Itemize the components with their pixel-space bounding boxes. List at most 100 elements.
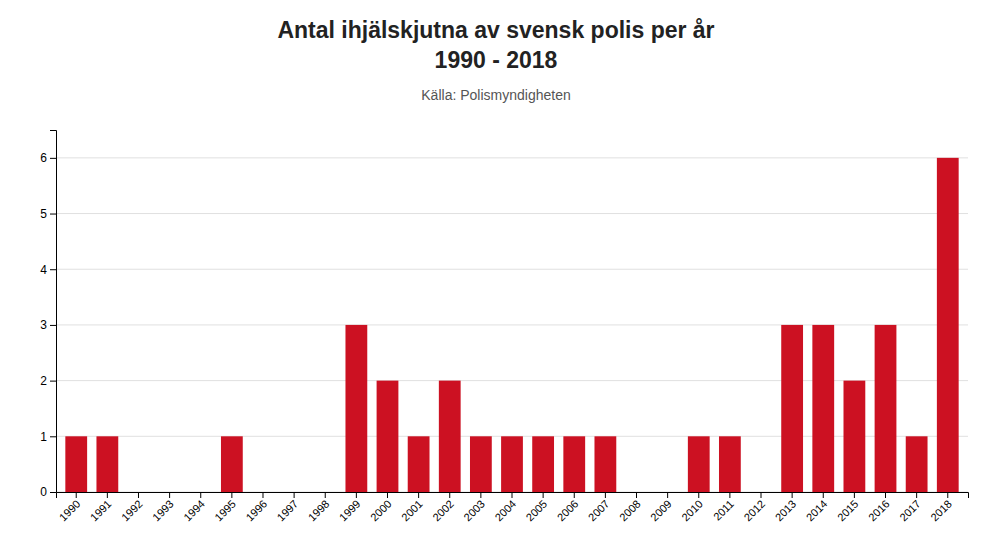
tick-label: 2007 — [586, 498, 612, 524]
tick-mark — [356, 492, 357, 498]
tick-label: 2002 — [430, 498, 456, 524]
tick: 2005 — [524, 492, 550, 523]
tick-mark — [50, 214, 56, 215]
tick-label: 2000 — [368, 498, 394, 524]
tick-mark — [231, 492, 232, 498]
bar — [532, 436, 554, 492]
tick: 2013 — [773, 492, 799, 523]
subtitle: Källa: Polismyndigheten — [421, 87, 570, 103]
y-axis: 0123456 — [40, 131, 56, 500]
tick-mark — [262, 492, 263, 498]
tick: 5 — [40, 207, 56, 221]
tick-mark — [50, 436, 56, 437]
tick: 1993 — [150, 492, 176, 523]
tick: 2002 — [430, 492, 456, 523]
tick: 1996 — [243, 492, 269, 523]
tick: 1992 — [119, 492, 145, 523]
bar — [377, 381, 399, 492]
tick-mark — [947, 492, 948, 498]
tick-label: 2012 — [741, 498, 767, 524]
tick: 2004 — [492, 492, 518, 523]
tick-label: 1991 — [88, 498, 114, 524]
tick-mark — [605, 492, 606, 498]
tick-label: 2010 — [679, 498, 705, 524]
tick-label: 2008 — [617, 498, 643, 524]
tick: 1990 — [57, 492, 83, 523]
tick: 2001 — [399, 492, 425, 523]
tick-label: 3 — [40, 318, 47, 332]
tick-label: 2017 — [897, 498, 923, 524]
bar — [501, 436, 523, 492]
bar — [875, 325, 897, 492]
tick: 2009 — [648, 492, 674, 523]
tick: 2012 — [741, 492, 767, 523]
tick: 2003 — [461, 492, 487, 523]
bar — [657, 492, 679, 493]
bar — [750, 492, 772, 493]
tick: 1991 — [88, 492, 114, 523]
tick-label: 2009 — [648, 498, 674, 524]
tick: 1998 — [306, 492, 332, 523]
tick-mark — [50, 492, 56, 493]
tick-label: 2 — [40, 374, 47, 388]
tick-label: 1995 — [212, 498, 238, 524]
tick-label: 2015 — [835, 498, 861, 524]
tick-label: 0 — [40, 485, 47, 499]
tick-mark — [325, 492, 326, 498]
bar — [563, 436, 585, 492]
grid-line — [56, 213, 968, 214]
tick-label: 1998 — [306, 498, 332, 524]
tick-mark — [885, 492, 886, 498]
tick-mark — [418, 492, 419, 498]
tick: 2007 — [586, 492, 612, 523]
tick: 2011 — [711, 492, 736, 523]
tick-mark — [761, 492, 762, 498]
bar — [906, 436, 928, 492]
bar — [408, 436, 430, 492]
tick-mark — [50, 381, 56, 382]
tick-mark — [512, 492, 513, 498]
tick-label: 2016 — [866, 498, 892, 524]
tick-mark — [854, 492, 855, 498]
tick-mark — [698, 492, 699, 498]
tick: 2015 — [835, 492, 861, 523]
tick-label: 1999 — [337, 498, 363, 524]
bar — [439, 381, 461, 492]
bar — [159, 492, 181, 493]
tick: 0 — [40, 485, 56, 499]
tick-label: 1993 — [150, 498, 176, 524]
tick-mark — [729, 492, 730, 498]
tick: 1 — [40, 430, 56, 444]
tick: 1994 — [181, 492, 207, 523]
tick-mark — [480, 492, 481, 498]
tick-label: 5 — [40, 207, 47, 221]
grid-line — [56, 157, 968, 158]
tick: 2 — [40, 374, 56, 388]
tick: 1997 — [275, 492, 301, 523]
tick-mark — [667, 492, 668, 498]
tick: 4 — [40, 263, 56, 277]
tick-label: 2013 — [773, 498, 799, 524]
tick-label: 1994 — [181, 498, 207, 524]
tick-mark — [138, 492, 139, 498]
chart: Antal ihjälskjutna av svensk polis per å… — [0, 0, 992, 558]
tick-label: 2005 — [524, 498, 550, 524]
bar — [283, 492, 305, 493]
bar — [128, 492, 150, 493]
tick: 2018 — [928, 492, 954, 523]
bar — [252, 492, 274, 493]
x-axis: 1990199119921993199419951996199719981999… — [57, 492, 969, 523]
tick-mark — [387, 492, 388, 498]
tick: 3 — [40, 318, 56, 332]
axis-line — [57, 493, 969, 499]
bar — [812, 325, 834, 492]
tick-label: 1 — [40, 430, 47, 444]
title: 1990 - 2018 — [435, 47, 558, 73]
bar — [345, 325, 367, 492]
tick-label: 1996 — [243, 498, 269, 524]
tick: 2017 — [897, 492, 923, 523]
bar — [221, 436, 243, 492]
tick-mark — [107, 492, 108, 498]
axis-line — [50, 131, 57, 493]
tick-mark — [792, 492, 793, 498]
